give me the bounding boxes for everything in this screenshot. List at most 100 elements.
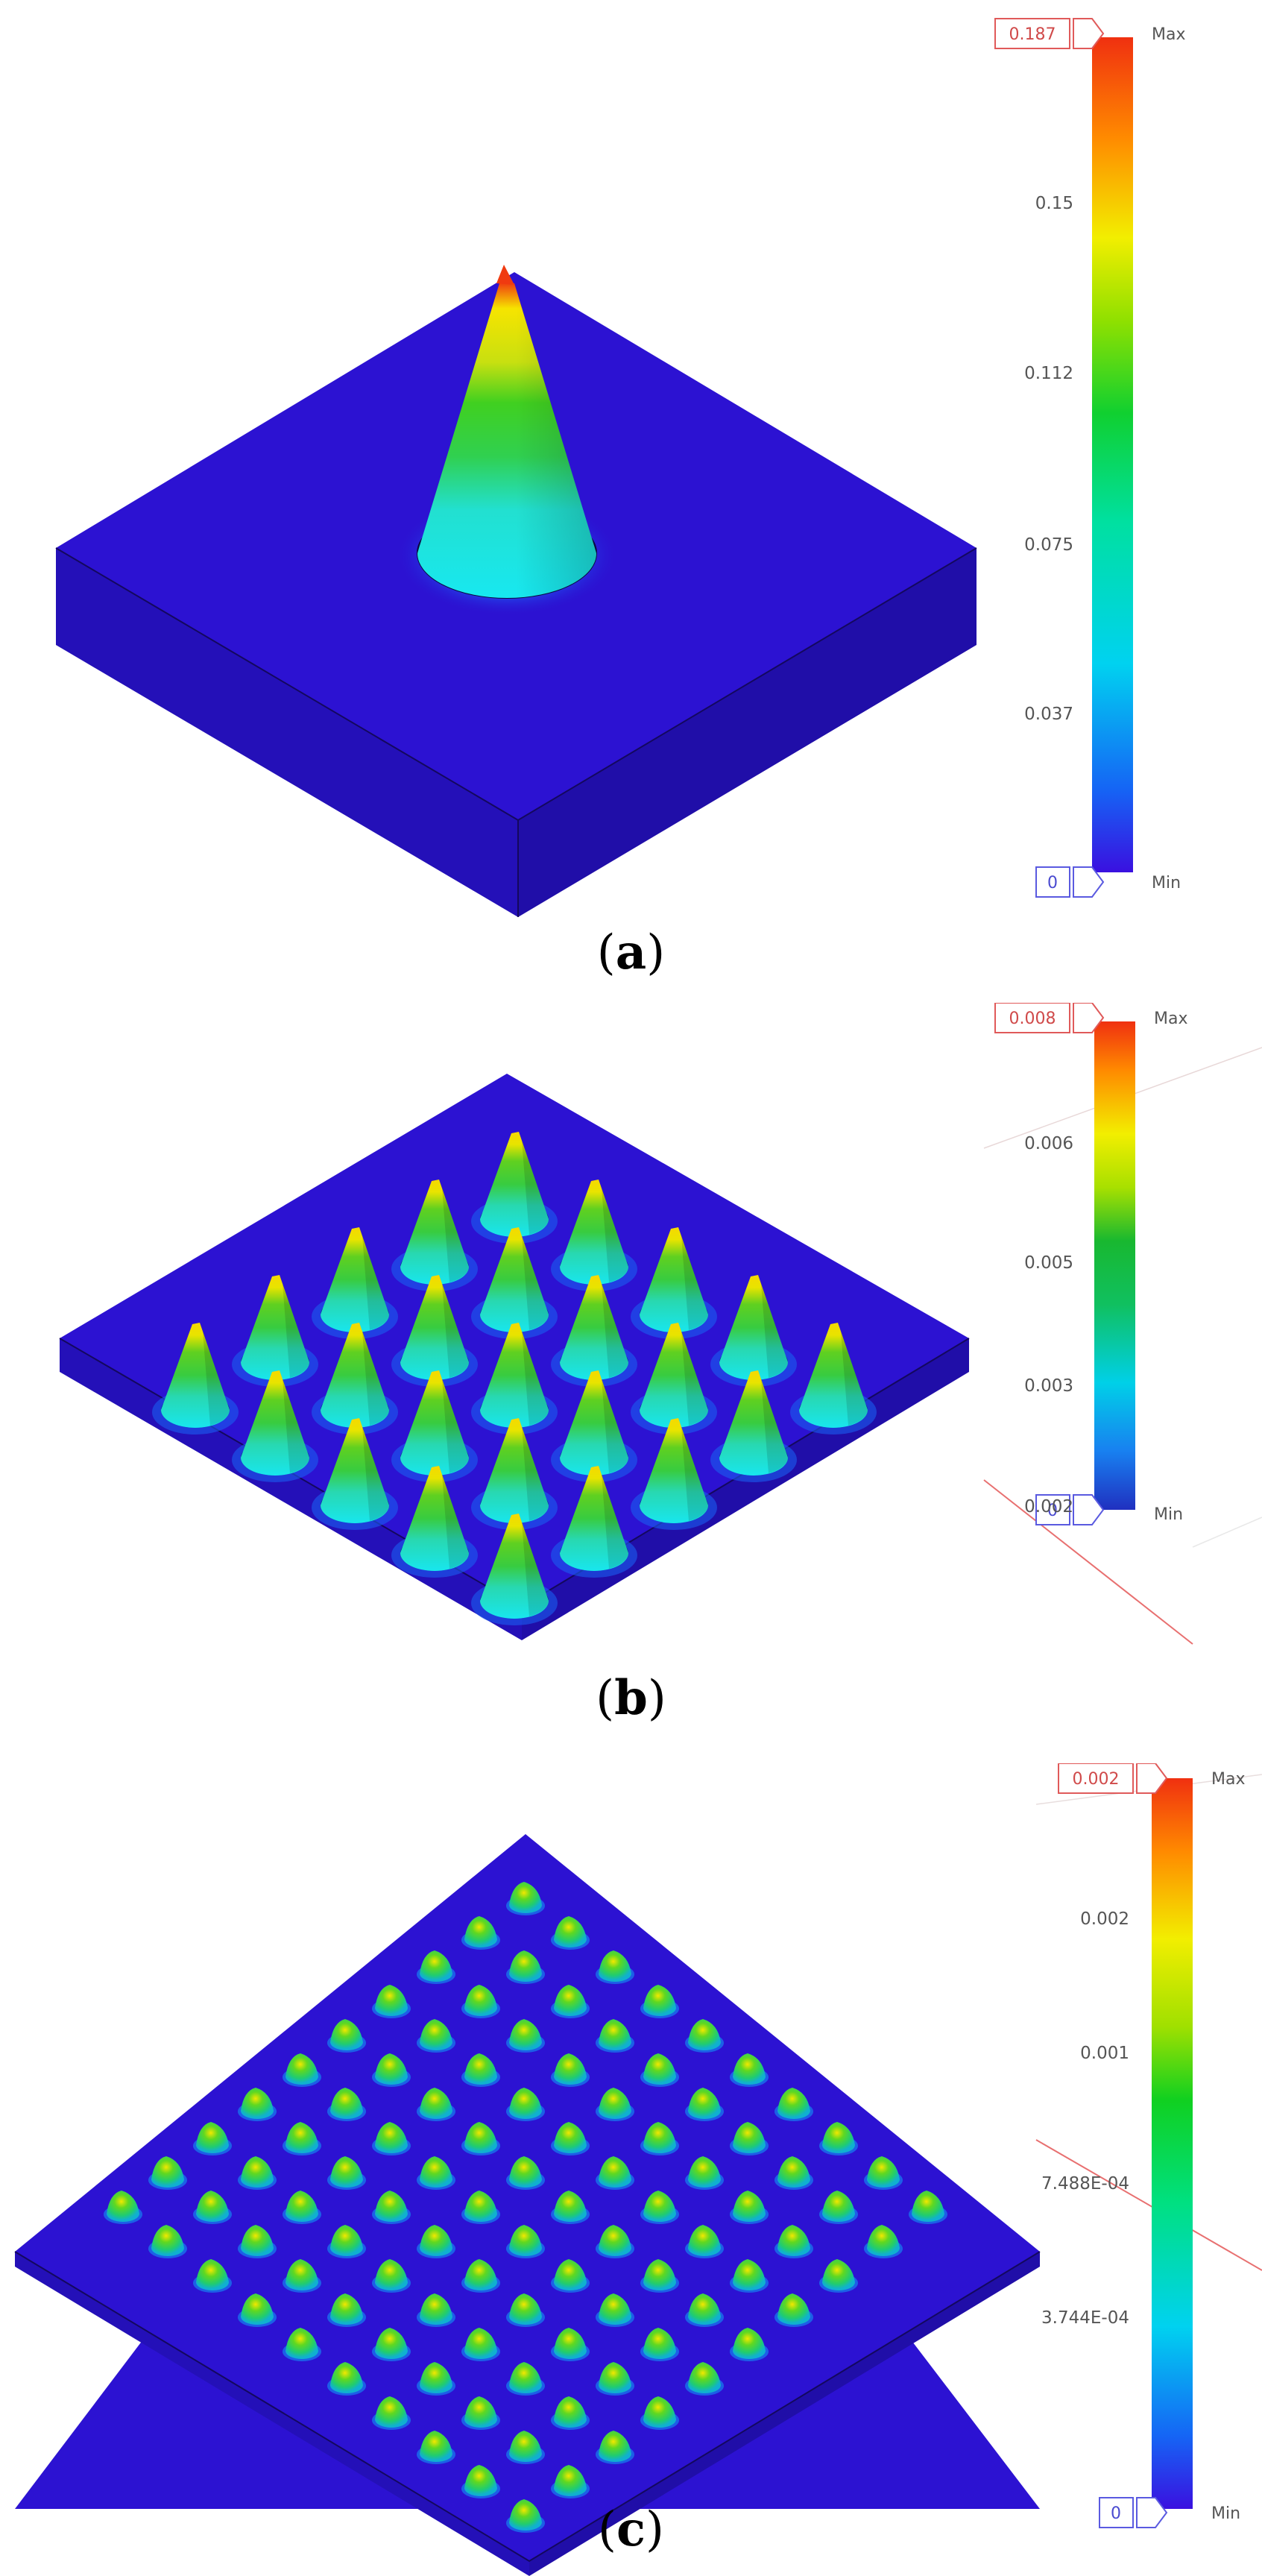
cone: [631, 1418, 717, 1530]
panel-a-render: 0.187 Max 0 Min 0.15 0.112 0.075 0.037: [55, 18, 1185, 917]
bump: [640, 2122, 679, 2155]
bump: [685, 2019, 724, 2053]
bump: [283, 2191, 321, 2224]
bump: [506, 2156, 545, 2190]
cone: [631, 1227, 717, 1339]
plate-top: [15, 1834, 1040, 2561]
bump: [461, 1916, 500, 1950]
tick-label: 0.005: [1024, 1253, 1073, 1273]
bump: [372, 2259, 411, 2293]
min-label: Min: [1154, 1505, 1183, 1524]
cone: [152, 1323, 239, 1435]
color-scale: [1152, 1778, 1193, 2509]
bump: [417, 1950, 455, 1984]
tick-label: 3.744E-04: [1041, 2308, 1129, 2328]
bump: [238, 2088, 277, 2121]
bump: [640, 2191, 679, 2224]
bump: [327, 2156, 366, 2190]
bump: [238, 2293, 277, 2327]
svg-text:0: 0: [1111, 2504, 1121, 2523]
cone: [710, 1370, 797, 1482]
color-scale: [1092, 37, 1133, 872]
bump: [730, 2328, 769, 2361]
bump: [506, 1882, 545, 1915]
bump: [909, 2191, 947, 2224]
bump: [730, 2122, 769, 2155]
panel-b-render: 0.008 Max 0 Min 0.006 0.005 0.003 0.002: [59, 1003, 1262, 1645]
caption-b: (b): [596, 1670, 666, 1726]
bump: [461, 2465, 500, 2498]
bump: [104, 2191, 142, 2224]
bump: [640, 2396, 679, 2430]
bump: [774, 2225, 813, 2258]
cone: [312, 1418, 398, 1530]
cone: [471, 1132, 558, 1244]
bump-array-c: [104, 1882, 947, 2533]
bump: [506, 2225, 545, 2258]
bump: [551, 2328, 590, 2361]
bump: [238, 2225, 277, 2258]
cone: [551, 1275, 637, 1387]
bump: [640, 2259, 679, 2293]
bump: [283, 2122, 321, 2155]
bump: [506, 2293, 545, 2327]
bump: [774, 2156, 813, 2190]
bump: [372, 2053, 411, 2087]
bump: [417, 2293, 455, 2327]
bump: [864, 2225, 903, 2258]
bump: [372, 2122, 411, 2155]
bump: [551, 1916, 590, 1950]
bump: [551, 2259, 590, 2293]
bump: [461, 2053, 500, 2087]
bump: [685, 2156, 724, 2190]
bump: [730, 2191, 769, 2224]
bump: [596, 2293, 634, 2327]
bump: [774, 2088, 813, 2121]
svg-text:0: 0: [1047, 1502, 1058, 1520]
max-marker: 0.002: [1058, 1763, 1168, 1794]
cone: [790, 1323, 877, 1435]
bump: [372, 2396, 411, 2430]
min-marker: 0: [1035, 1494, 1105, 1525]
bump: [417, 2088, 455, 2121]
bump: [461, 2191, 500, 2224]
bump: [819, 2122, 858, 2155]
cone: [312, 1323, 398, 1435]
min-marker: 0: [1099, 2497, 1168, 2528]
cone: [551, 1466, 637, 1578]
plate-right-face: [529, 2252, 1040, 2576]
tick-label: 0.006: [1024, 1134, 1073, 1153]
tick-label: 0.002: [1024, 1497, 1073, 1517]
cone: [391, 1370, 478, 1482]
bump: [283, 2328, 321, 2361]
bump: [327, 2293, 366, 2327]
bump: [372, 1985, 411, 2018]
panel-a: 0.187 Max 0 Min 0.15 0.112 0.075 0.037 (…: [0, 0, 1262, 1003]
svg-text:0.187: 0.187: [1009, 25, 1056, 44]
bump: [283, 2259, 321, 2293]
bump: [685, 2088, 724, 2121]
plate-left-face: [56, 548, 518, 917]
bump: [327, 2019, 366, 2053]
cone-a: [417, 265, 596, 598]
bump: [596, 2156, 634, 2190]
bump: [506, 2088, 545, 2121]
tick-label: 0.003: [1024, 1376, 1073, 1396]
legend-a: 0.187 Max 0 Min 0.15 0.112 0.075 0.037: [994, 18, 1185, 898]
bump: [596, 2088, 634, 2121]
cone: [710, 1275, 797, 1387]
caption-a: (a): [596, 925, 666, 980]
bump: [640, 2328, 679, 2361]
bump: [193, 2259, 232, 2293]
cone: [312, 1227, 398, 1339]
bump: [506, 2019, 545, 2053]
bump: [461, 2328, 500, 2361]
max-label: Max: [1211, 1770, 1245, 1789]
cone: [631, 1323, 717, 1435]
bump: [685, 2293, 724, 2327]
tick-label: 0.002: [1080, 1909, 1129, 1929]
bump: [283, 2053, 321, 2087]
min-marker: 0: [1035, 866, 1105, 898]
bump: [238, 2156, 277, 2190]
bump: [193, 2191, 232, 2224]
